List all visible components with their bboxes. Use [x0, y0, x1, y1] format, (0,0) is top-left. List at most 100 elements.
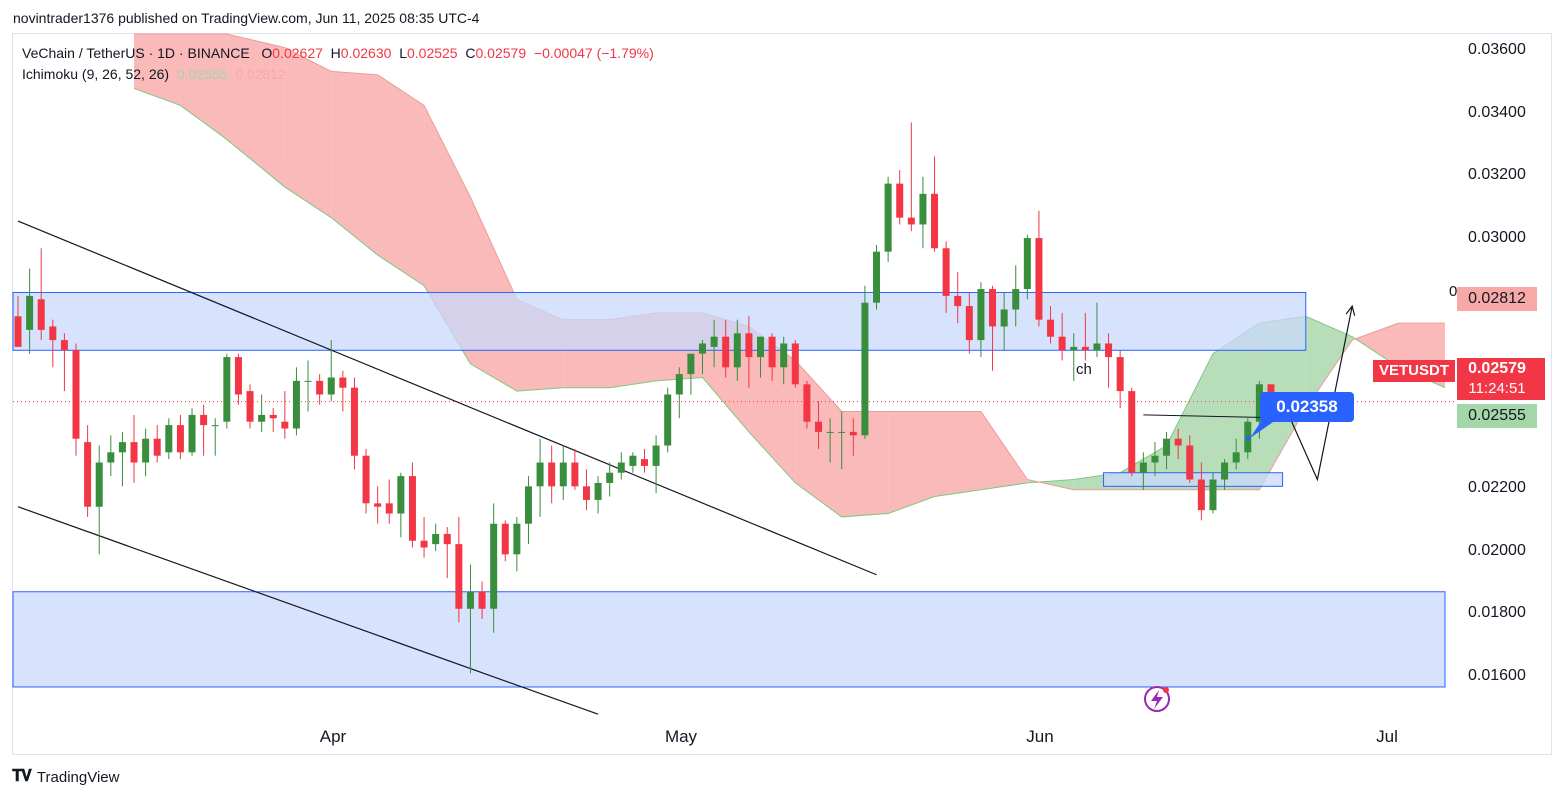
ichimoku-cloud-segment	[980, 411, 1028, 490]
candle-up	[26, 295, 34, 330]
symbol-legend[interactable]: VeChain / TetherUS · 1D · BINANCE O0.026…	[22, 45, 654, 61]
price-tick: 0.03400	[1468, 104, 1526, 121]
low-label: L	[399, 45, 407, 61]
candle-up	[710, 336, 718, 347]
candle-down	[849, 431, 857, 436]
trendline	[17, 506, 599, 715]
indicator-title[interactable]: Ichimoku (9, 26, 52, 26)	[22, 66, 170, 82]
candle-down	[1058, 336, 1066, 351]
tradingview-logo-icon: 𝐓𝐕	[12, 768, 32, 785]
candle-down	[640, 459, 648, 466]
candle-up	[513, 523, 521, 555]
price-tick: 0.03600	[1468, 41, 1526, 58]
indicator-span-a: 0.02555	[176, 66, 228, 82]
candle-up	[1163, 438, 1171, 456]
candle-down	[408, 476, 416, 541]
close-value: 0.02579	[475, 45, 527, 61]
candle-up	[490, 523, 498, 609]
candle-up	[1139, 462, 1147, 473]
candle-up	[397, 476, 405, 514]
price-tick: 0.02000	[1468, 542, 1526, 559]
price-tick: 0.03200	[1468, 166, 1526, 183]
time-tick: May	[664, 727, 698, 746]
candle-down	[200, 414, 208, 426]
target-price-label[interactable]: 0.02358	[1260, 392, 1354, 422]
candle-down	[37, 299, 45, 330]
symbol-title[interactable]: VeChain / TetherUS · 1D · BINANCE	[22, 45, 250, 61]
high-label: H	[330, 45, 341, 61]
bar-countdown: 11:24:51	[1468, 380, 1526, 397]
candle-down	[374, 503, 382, 507]
candle-down	[60, 340, 68, 351]
indicator-span-b: 0.02812	[235, 66, 286, 82]
change-value: −0.00047 (−1.79%)	[533, 45, 654, 61]
time-tick: Jun	[1026, 727, 1054, 746]
candle-down	[1116, 357, 1124, 392]
candle-down	[942, 248, 950, 296]
candle-up	[617, 462, 625, 473]
candle-up	[223, 357, 231, 422]
price-tick: 0.01600	[1468, 667, 1526, 684]
candle-down	[153, 438, 161, 456]
candle-down	[582, 486, 590, 500]
time-tick: Jul	[1376, 727, 1398, 746]
candle-up	[95, 462, 103, 507]
price-tag-zero: 0	[1449, 283, 1458, 300]
indicator-legend[interactable]: Ichimoku (9, 26, 52, 26) 0.02555 0.02812	[22, 66, 286, 82]
candle-up	[536, 462, 544, 487]
candle-down	[989, 289, 997, 327]
candle-down	[907, 217, 915, 225]
chart-frame	[12, 33, 1552, 755]
ichimoku-cloud-segment	[934, 411, 981, 497]
candle-down	[815, 421, 823, 432]
candle-down	[385, 503, 393, 514]
target-label-pointer	[1250, 420, 1276, 438]
lightning-icon	[1144, 686, 1170, 712]
candle-up	[211, 425, 219, 427]
candle-up	[1209, 479, 1217, 511]
candle-up	[675, 374, 683, 395]
candle-down	[803, 384, 811, 422]
candle-down	[1105, 343, 1113, 358]
candle-up	[165, 425, 173, 453]
candle-down	[84, 442, 92, 507]
span-b-price-tag: 0.02812	[1457, 287, 1537, 311]
candle-down	[478, 591, 486, 609]
support-resistance-zone	[12, 591, 1446, 688]
ichimoku-cloud-segment	[134, 34, 181, 106]
candle-down	[548, 462, 556, 487]
candle-down	[49, 326, 57, 341]
symbol-price-tag[interactable]: VETUSDT	[1373, 360, 1455, 382]
candle-up	[327, 377, 335, 395]
ch-annotation[interactable]: ch	[1076, 361, 1092, 378]
candle-down	[72, 350, 80, 439]
candle-up	[1000, 309, 1008, 327]
candle-up	[664, 394, 672, 446]
lightning-icon-dot	[1163, 687, 1169, 693]
candle-up	[1093, 343, 1101, 351]
open-label: O	[261, 45, 273, 61]
candle-down	[965, 306, 973, 341]
candle-down	[1035, 238, 1043, 320]
ichimoku-cloud-segment	[226, 34, 285, 188]
candle-down	[1047, 319, 1055, 337]
candle-up	[826, 431, 834, 433]
candle-up	[1012, 289, 1020, 310]
candle-up	[1255, 384, 1263, 422]
ichimoku-cloud-segment	[377, 74, 425, 286]
price-tick: 0.01800	[1468, 604, 1526, 621]
published-by-text: novintrader1376 published on TradingView…	[13, 10, 480, 26]
candle-up	[780, 343, 788, 368]
candle-up	[524, 486, 532, 524]
candle-down	[269, 414, 277, 419]
low-value: 0.02525	[406, 45, 458, 61]
price-tick: 0.03000	[1468, 229, 1526, 246]
candle-down	[176, 425, 184, 453]
candle-down	[281, 421, 289, 429]
time-tick: Apr	[319, 727, 347, 746]
candle-down	[1186, 445, 1194, 480]
candle-up	[698, 343, 706, 354]
candle-down	[501, 523, 509, 555]
footer-brand[interactable]: 𝐓𝐕 TradingView	[12, 768, 119, 786]
